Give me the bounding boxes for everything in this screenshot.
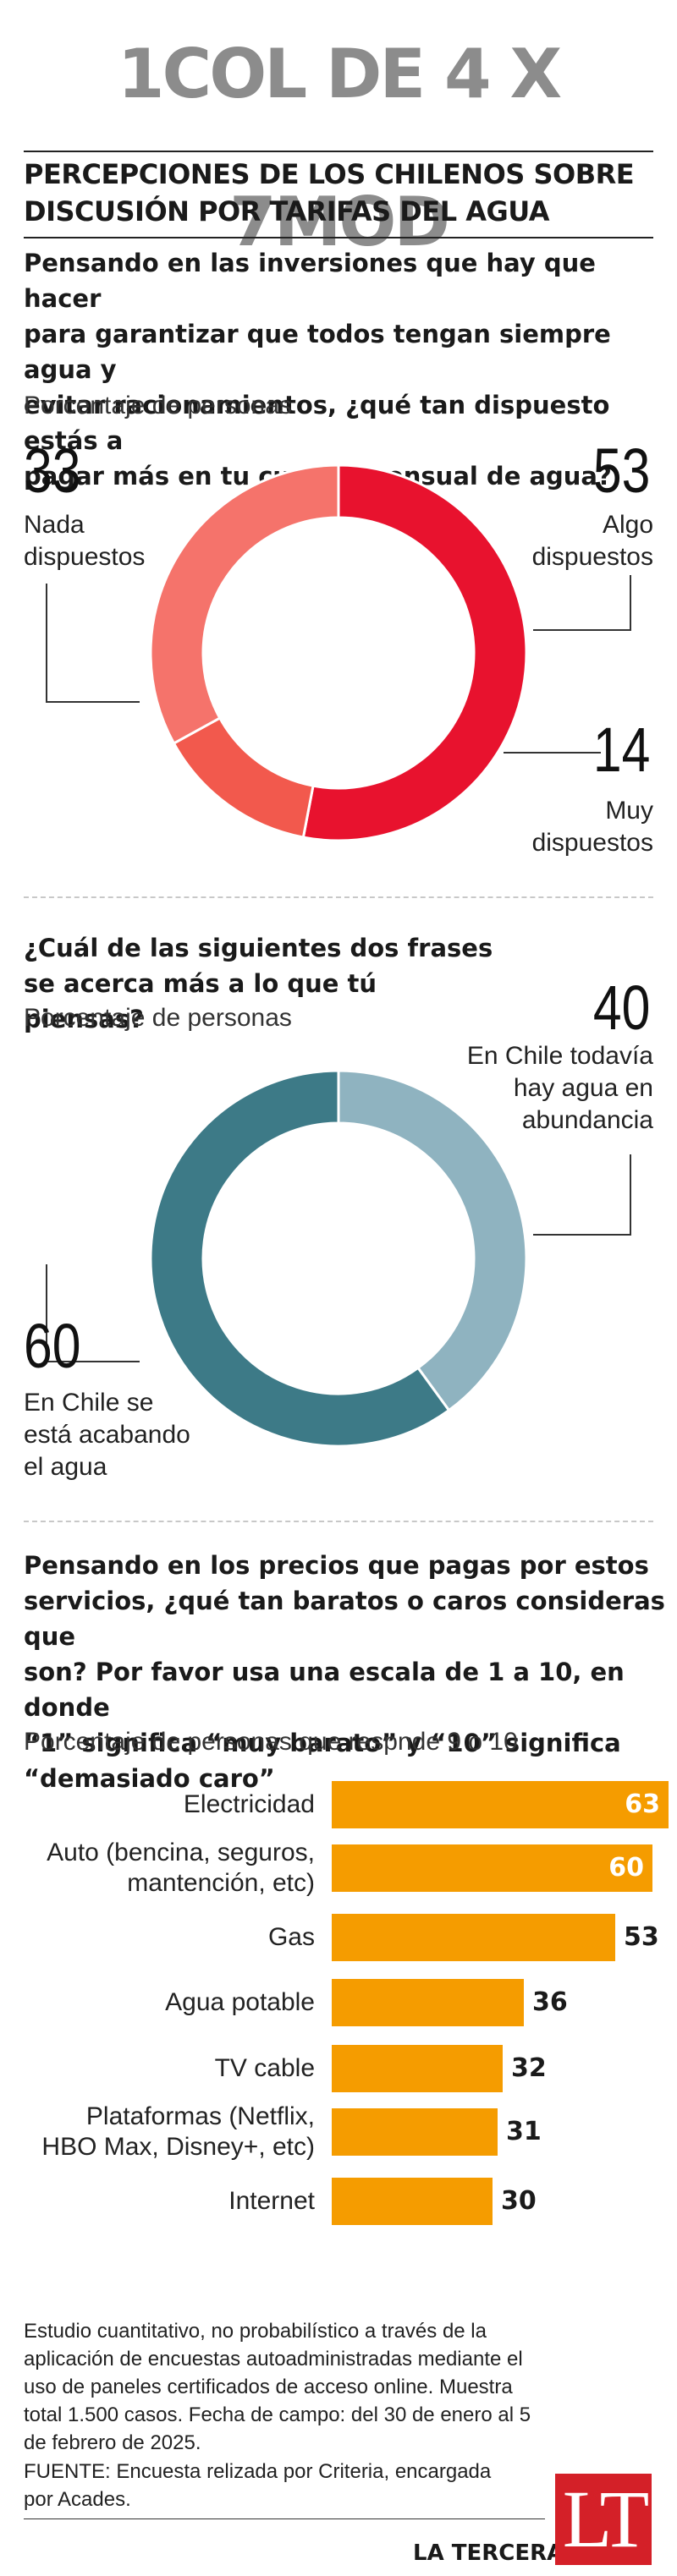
label-line: está acabando (24, 1421, 190, 1449)
brand-logo: LT (555, 2474, 652, 2565)
label-line: abundancia (521, 1106, 653, 1134)
note-line: de febrero de 2025. (24, 2431, 201, 2454)
value-algo-dispuestos: 53 (592, 436, 650, 506)
page-title: PERCEPCIONES DE LOS CHILENOS SOBRE DISCU… (24, 156, 667, 230)
label-nada-dispuestos: Nada dispuestos (24, 509, 145, 573)
note-line: Estudio cuantitativo, no probabilístico … (24, 2320, 487, 2343)
value-abundancia: 40 (592, 973, 650, 1043)
note-line: uso de paneles certificados de acceso on… (24, 2376, 513, 2398)
question-3-line: “demasiado caro” (24, 1764, 275, 1793)
title-bottom-rule (24, 237, 653, 238)
slice-nada-dispuestos (149, 463, 340, 745)
label-line: dispuestos (531, 829, 653, 857)
leader-line-abundancia (533, 1154, 631, 1236)
label-algo-dispuestos: Algo dispuestos (532, 509, 653, 573)
leader-line-nada (46, 584, 140, 703)
label-line: Algo (602, 511, 653, 539)
label-line: hay agua en (513, 1074, 653, 1102)
banner-title: 1COL DE 4 X 7MOD (117, 35, 562, 261)
question-1-line: para garantizar que todos tengan siempre… (24, 320, 611, 384)
brand-name: LA TERCERA (413, 2540, 564, 2566)
question-1: Pensando en las inversiones que hay que … (24, 245, 667, 494)
question-3-line: servicios, ¿qué tan baratos o caros cons… (24, 1587, 665, 1651)
footer-rule (24, 2518, 545, 2519)
label-line: En Chile todavía (466, 1042, 653, 1070)
question-3-line: “1” significa “muy barato” y “10” signif… (24, 1729, 621, 1757)
label-line: dispuestos (531, 543, 653, 571)
source-line: por Acades. (24, 2488, 131, 2511)
question-2: ¿Cuál de las siguientes dos frases se ac… (24, 930, 498, 1037)
slice-abundancia (337, 1069, 528, 1412)
question-3-subtitle: Porcentaje de personas que respnde 9 o 1… (24, 1728, 518, 1756)
note-line: total 1.500 casos. Fecha de campo: del 3… (24, 2403, 531, 2426)
slice-algo-dispuestos (301, 463, 528, 842)
source-line: FUENTE: Encuesta relizada por Criteria, … (24, 2460, 492, 2483)
section-divider-1 (24, 896, 653, 898)
value-nada-dispuestos: 33 (24, 436, 81, 506)
question-2-line: se acerca más a lo que tú piensas? (24, 969, 377, 1033)
label-line: Muy (605, 797, 653, 825)
label-line: Nada (24, 511, 85, 539)
methodology-note: Estudio cuantitativo, no probabilístico … (24, 2317, 667, 2457)
leader-line-acabando (46, 1264, 140, 1362)
label-line: el agua (24, 1453, 107, 1481)
question-3-line: Pensando en los precios que pagas por es… (24, 1551, 649, 1580)
title-line-2: DISCUSIÓN POR TARIFAS DEL AGUA (24, 195, 550, 227)
donut-chart-2 (149, 1069, 528, 1448)
slice-muy-dispuestos (172, 716, 315, 839)
label-muy-dispuestos: Muy dispuestos (532, 795, 653, 859)
question-3: Pensando en los precios que pagas por es… (24, 1548, 667, 1796)
note-line: aplicación de encuestas autoadministrada… (24, 2348, 523, 2370)
label-line: En Chile se (24, 1389, 154, 1417)
question-2-line: ¿Cuál de las siguientes dos frases (24, 934, 493, 962)
question-1-line: evitar racionamientos, ¿qué tan dispuest… (24, 391, 610, 455)
value-muy-dispuestos: 14 (592, 715, 650, 785)
question-1-line: Pensando en las inversiones que hay que … (24, 249, 596, 313)
source-note: FUENTE: Encuesta relizada por Criteria, … (24, 2458, 531, 2513)
section-divider-2 (24, 1521, 653, 1522)
value-acabando: 60 (24, 1311, 81, 1381)
question-3-line: son? Por favor usa una escala de 1 a 10,… (24, 1658, 625, 1722)
donut-chart-1 (149, 463, 528, 842)
title-top-rule (24, 151, 653, 152)
label-abundancia: En Chile todavía hay agua en abundancia (467, 1040, 653, 1137)
leader-line-algo (533, 575, 631, 631)
question-2-subtitle: Porcentaje de personas (24, 1004, 292, 1032)
slice-acabando (149, 1069, 451, 1448)
label-acabando: En Chile se está acabando el agua (24, 1387, 190, 1483)
label-line: dispuestos (24, 543, 146, 571)
title-line-1: PERCEPCIONES DE LOS CHILENOS SOBRE (24, 158, 635, 190)
question-1-subtitle: Porcentaje de personas (24, 392, 292, 419)
